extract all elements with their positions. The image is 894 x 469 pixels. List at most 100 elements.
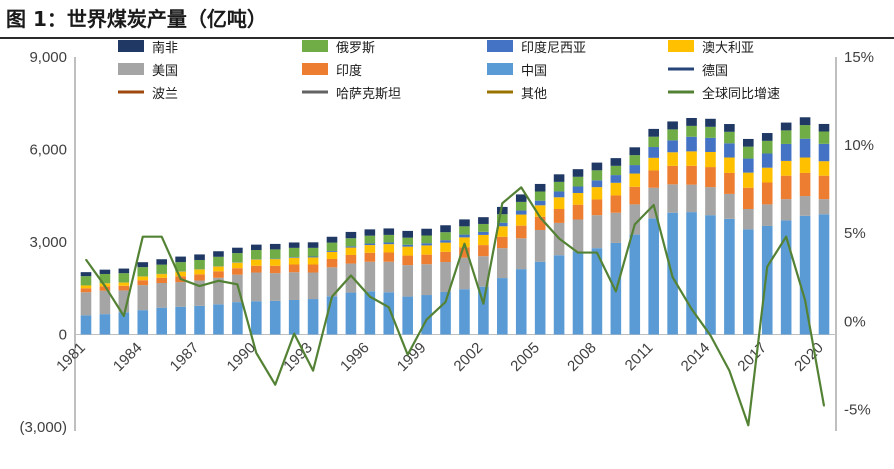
growth-rate-point (615, 290, 617, 293)
bar-segment (156, 274, 167, 278)
bar-segment (251, 250, 262, 260)
bar-segment (553, 181, 565, 192)
bar-segment (743, 158, 754, 173)
bar-segment (383, 228, 395, 235)
bar-segment (667, 121, 678, 130)
bar-segment (156, 283, 167, 308)
growth-rate-point (198, 285, 201, 287)
bar-segment (288, 257, 300, 258)
x-tick-label: 1996 (337, 339, 373, 375)
bar-segment (251, 244, 262, 251)
bar-segment (686, 151, 697, 166)
bar-segment (137, 310, 149, 335)
bar-segment (326, 250, 338, 252)
bar-segment (137, 267, 149, 277)
bar-segment (440, 242, 451, 252)
bar-segment (497, 278, 508, 335)
x-tick-label: 2020 (791, 339, 827, 375)
bar-segment (156, 264, 167, 274)
y2-tick-label-right: 10% (844, 137, 874, 154)
bar-segment (497, 222, 508, 227)
bar-segment (553, 255, 565, 335)
bar-segment (705, 215, 716, 335)
bar-segment (156, 307, 167, 335)
bar-segment (572, 204, 584, 220)
bar-segment (780, 143, 792, 161)
bar-segment (553, 209, 565, 223)
bar-segment (232, 268, 243, 275)
bar-segment (761, 133, 773, 141)
bar-segment (572, 192, 584, 205)
x-tick-label: 2005 (507, 339, 543, 375)
bar-segment (686, 136, 697, 152)
bar-segment (780, 130, 792, 144)
bar-segment (534, 205, 546, 217)
bar-segment (478, 234, 489, 246)
bar-segment (724, 124, 735, 132)
growth-rate-line (85, 186, 826, 427)
bar-segment (686, 117, 697, 126)
bar-segment (780, 160, 792, 176)
bar-segment (326, 267, 338, 297)
bar-segment (610, 195, 622, 213)
bar-segment (383, 234, 395, 243)
bar-segment (705, 126, 716, 138)
bar-segment (761, 204, 773, 226)
bar-segment (591, 162, 603, 171)
bar-segment (421, 228, 432, 236)
bar-segment (705, 118, 716, 127)
bar-segment (591, 199, 603, 216)
bar-segment (383, 292, 395, 335)
bar-segment (288, 299, 300, 335)
bar-segment (80, 315, 92, 335)
bar-segment (364, 229, 376, 236)
bar-segment (553, 197, 565, 210)
bar-segment (686, 165, 697, 185)
bar-segment (553, 174, 565, 182)
bar-segment (743, 146, 754, 159)
bar-segment (440, 225, 451, 233)
bar-segment (743, 209, 754, 230)
bar-segment (307, 247, 319, 257)
bar-segment (80, 288, 92, 293)
bar-segment (459, 237, 470, 248)
bar-segment (610, 158, 622, 166)
bar-segment (515, 194, 527, 202)
bar-segment (402, 230, 413, 238)
bar-segment (80, 292, 92, 316)
bar-segment (118, 282, 130, 286)
legend-swatch (668, 40, 694, 52)
bar-segment (118, 273, 130, 283)
bar-segment (724, 172, 735, 194)
y2-tick-label-right: 0% (844, 313, 866, 330)
bar-segment (213, 271, 224, 278)
growth-rate-point (766, 265, 769, 268)
bar-segment (648, 187, 659, 219)
bar-segment (629, 147, 641, 156)
x-tick-label: 1987 (167, 339, 203, 375)
bar-segment (118, 290, 130, 313)
title-rule (0, 37, 894, 39)
bar-segment (421, 295, 432, 335)
bar-segment (232, 253, 243, 263)
bar-segment (572, 186, 584, 193)
growth-rate-points (85, 186, 825, 427)
legend-swatch (118, 63, 144, 75)
growth-rate-point (728, 369, 731, 372)
bar-segment (326, 242, 338, 251)
bar-segment (194, 259, 205, 270)
bar-segment (705, 167, 716, 188)
bar-segment (99, 286, 111, 291)
bar-segment (345, 263, 357, 293)
bar-segment (288, 272, 300, 300)
bar-segment (440, 291, 451, 335)
bar-segment (137, 285, 149, 311)
bar-segment (99, 314, 111, 335)
bar-segment (515, 201, 527, 211)
bar-segment (818, 214, 830, 335)
bar-segment (478, 223, 489, 232)
x-tick-label: 2014 (678, 339, 714, 375)
bar-segment (459, 226, 470, 235)
bar-segment (440, 232, 451, 241)
growth-rate-point (255, 352, 258, 354)
